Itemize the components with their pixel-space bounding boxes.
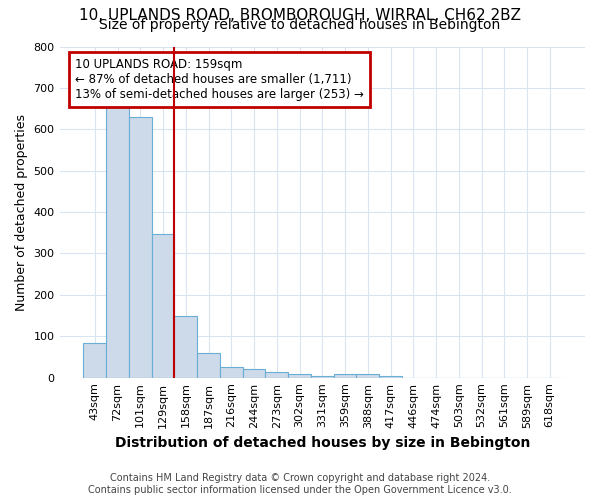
Bar (379, 376, 402, 378)
Text: 10 UPLANDS ROAD: 159sqm
← 87% of detached houses are smaller (1,711)
13% of semi: 10 UPLANDS ROAD: 159sqm ← 87% of detache… (76, 58, 364, 101)
Text: Contains HM Land Registry data © Crown copyright and database right 2024.
Contai: Contains HM Land Registry data © Crown c… (88, 474, 512, 495)
Bar (129, 117, 152, 378)
Bar (106, 104, 129, 378)
Text: Size of property relative to detached houses in Bebington: Size of property relative to detached ho… (100, 18, 500, 32)
Bar (152, 234, 175, 378)
X-axis label: Distribution of detached houses by size in Bebington: Distribution of detached houses by size … (115, 436, 530, 450)
Y-axis label: Number of detached properties: Number of detached properties (15, 114, 28, 310)
Bar (265, 372, 288, 378)
Bar (197, 353, 220, 378)
Bar (175, 316, 197, 378)
Bar (242, 370, 265, 378)
Bar (220, 368, 242, 378)
Bar (83, 344, 106, 378)
Bar (288, 374, 311, 378)
Bar (334, 374, 356, 378)
Bar (356, 374, 379, 378)
Text: 10, UPLANDS ROAD, BROMBOROUGH, WIRRAL, CH62 2BZ: 10, UPLANDS ROAD, BROMBOROUGH, WIRRAL, C… (79, 8, 521, 22)
Bar (311, 376, 334, 378)
